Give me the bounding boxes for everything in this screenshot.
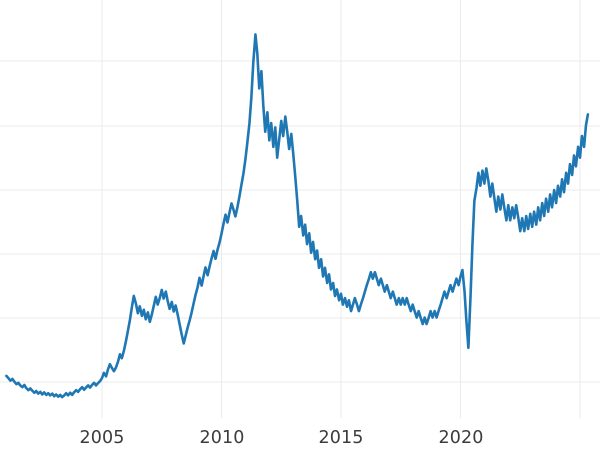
series-line-value — [5, 33, 590, 399]
vertical-gridlines — [101, 0, 581, 418]
